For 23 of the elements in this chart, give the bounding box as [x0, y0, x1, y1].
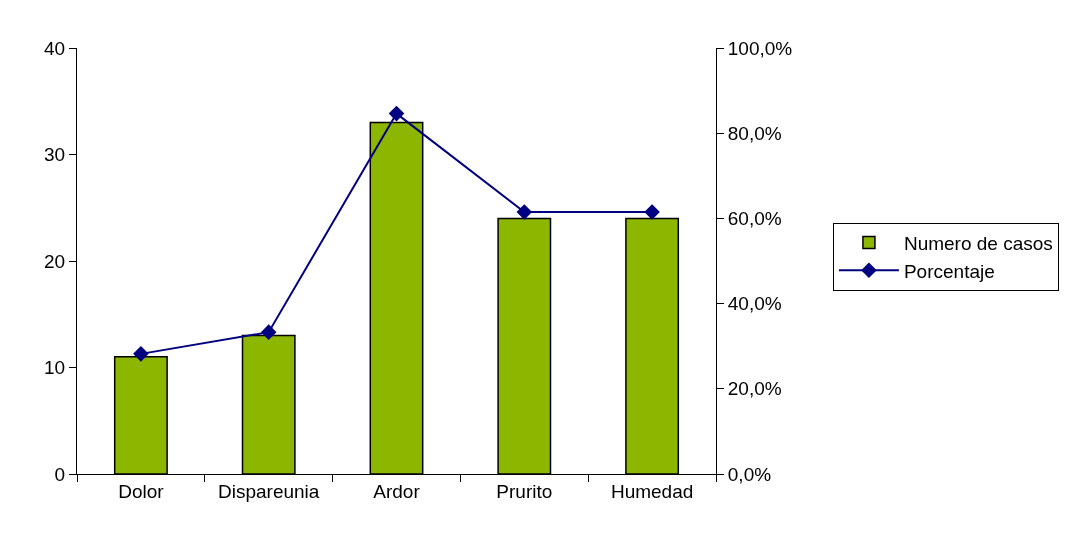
point [260, 324, 277, 340]
x-tick-label: Prurito [496, 480, 553, 502]
legend-label: Porcentaje [903, 260, 995, 282]
y-tick-label: 40 [44, 37, 66, 59]
point [388, 105, 405, 122]
point [644, 204, 660, 220]
y-tick-label: 20 [44, 250, 66, 272]
y2-tick-label: 0,0% [727, 463, 772, 485]
x-tick-label: Ardor [373, 480, 421, 502]
y2-tick-label: 80,0% [727, 122, 782, 144]
y-tick-label: 0 [54, 463, 66, 485]
y2-tick-label: 60,0% [727, 208, 782, 230]
legend-label: Numero de casos [903, 233, 1053, 254]
y2-tick-label: 20,0% [727, 378, 782, 400]
x-tick-label: Dispareunia [218, 480, 320, 502]
y-tick-label: 30 [44, 144, 66, 166]
y2-tick-label: 100,0% [727, 37, 793, 59]
x-tick-label: Dolor [118, 480, 165, 502]
y2-tick-label: 40,0% [727, 293, 782, 315]
y-tick-label: 10 [44, 357, 66, 379]
x-tick-label: Humedad [610, 480, 694, 502]
point [516, 204, 533, 220]
point [133, 346, 149, 362]
